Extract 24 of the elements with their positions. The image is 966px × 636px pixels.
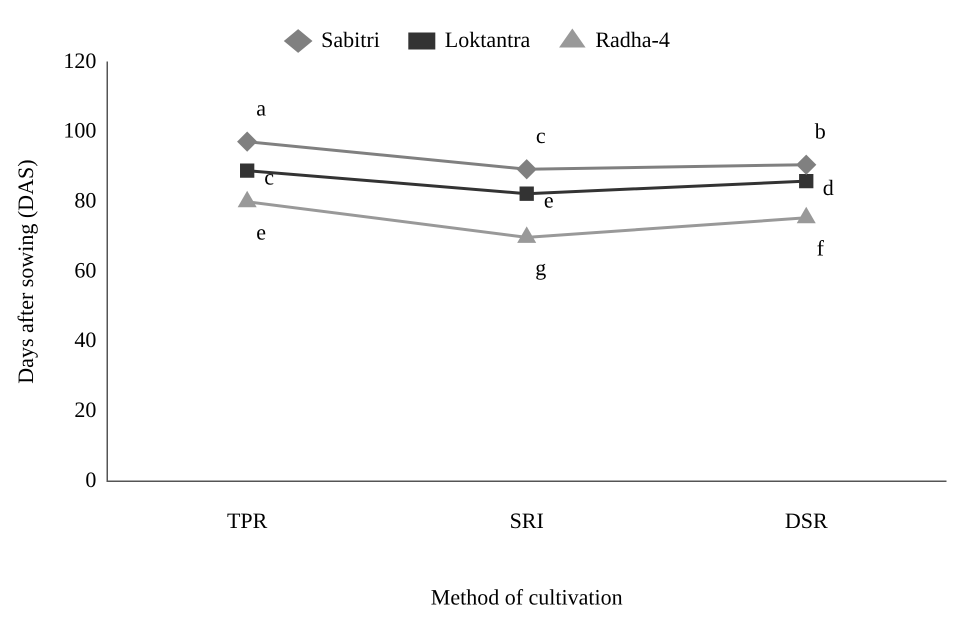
annotation: e [256,220,266,245]
y-tick-label: 40 [74,327,96,352]
x-tick-label: DSR [784,508,828,534]
legend-label: Radha-4 [595,26,670,52]
legend-label: Sabitri [321,26,380,52]
x-axis-title: Method of cultivation [430,584,623,610]
y-tick-label: 100 [63,118,96,143]
annotation: c [536,123,546,148]
y-tick-label: 60 [74,257,96,282]
x-tick-label: TPR [226,508,268,534]
annotation: e [544,187,554,212]
y-tick-label: 120 [63,48,96,73]
y-axis-title: Days after sowing (DAS) [12,159,38,384]
y-tick-label: 20 [74,397,96,422]
y-tick-label: 80 [74,188,96,213]
x-tick-label: SRI [510,508,544,534]
legend-label: Loktantra [444,26,531,52]
annotation: d [822,174,834,200]
annotation: b [814,118,826,144]
annotation: f [816,236,825,261]
annotation: g [535,255,546,280]
annotation: a [256,95,266,120]
y-tick-label: 0 [85,466,96,492]
annotation: c [264,164,274,190]
